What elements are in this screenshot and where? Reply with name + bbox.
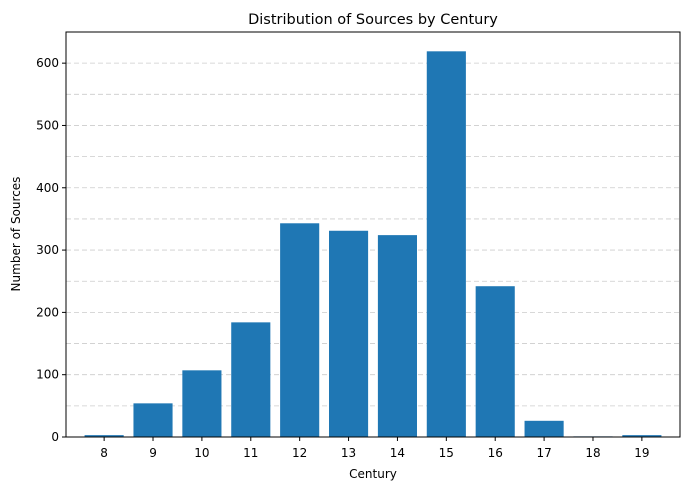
x-tick-label: 17 [536, 446, 551, 460]
bar-13 [329, 230, 369, 437]
x-tick-label: 15 [439, 446, 454, 460]
x-tick-label: 8 [100, 446, 108, 460]
bar-16 [475, 286, 515, 437]
y-tick-label: 300 [36, 243, 59, 257]
bar-10 [182, 370, 222, 437]
x-axis-label: Century [349, 467, 397, 481]
bar-14 [377, 235, 417, 437]
y-tick-label: 200 [36, 305, 59, 319]
x-tick-label: 19 [634, 446, 649, 460]
y-tick-label: 600 [36, 56, 59, 70]
x-tick-label: 14 [390, 446, 405, 460]
chart-title: Distribution of Sources by Century [248, 12, 498, 28]
y-axis-label: Number of Sources [9, 177, 23, 292]
x-tick-label: 12 [292, 446, 307, 460]
x-tick-label: 18 [585, 446, 600, 460]
x-tick-label: 13 [341, 446, 356, 460]
bar-17 [524, 420, 564, 437]
bars [84, 51, 662, 438]
y-tick-label: 500 [36, 118, 59, 132]
grid-lines [66, 62, 680, 407]
bar-9 [133, 403, 173, 437]
bar-8 [84, 435, 124, 437]
axes: 0 100 200 300 400 500 600 8 9 10 11 12 13 14 15 16 17 18 1… [36, 31, 681, 460]
bar-12 [280, 223, 320, 437]
x-tick-label: 16 [488, 446, 503, 460]
bar-19 [622, 435, 662, 437]
x-tick-label: 9 [149, 446, 157, 460]
y-tick-label: 400 [36, 181, 59, 195]
bar-11 [231, 322, 271, 437]
x-tick-label: 11 [243, 446, 258, 460]
y-tick-label: 0 [51, 430, 59, 444]
plot-frame [65, 31, 681, 438]
y-tick-label: 100 [36, 368, 59, 382]
bar-15 [426, 51, 466, 438]
x-tick-label: 10 [194, 446, 209, 460]
